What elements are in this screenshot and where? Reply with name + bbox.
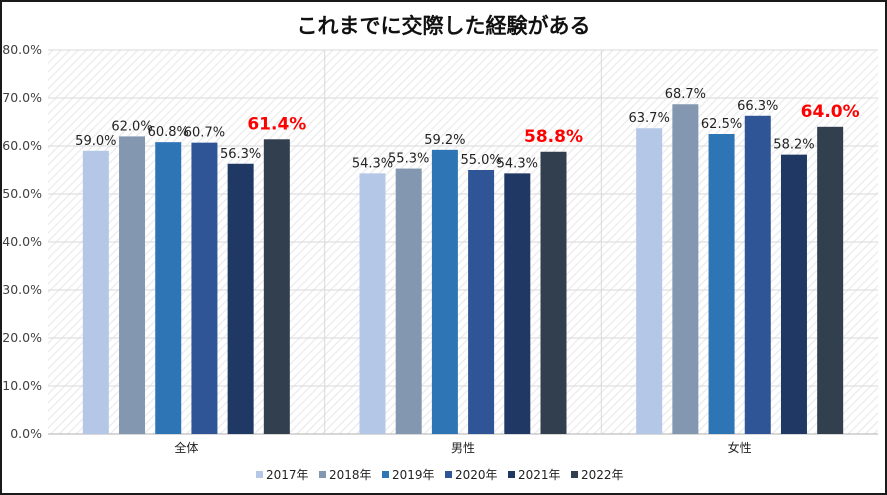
x-tick-label: 全体 [174, 440, 198, 455]
legend-label: 2018年 [329, 468, 372, 482]
data-label: 62.5% [701, 117, 742, 132]
y-tick-label: 40.0% [2, 234, 42, 249]
bar [780, 154, 807, 434]
legend-swatch [508, 471, 515, 478]
bar [359, 173, 386, 435]
bar [155, 142, 182, 434]
data-label: 54.3% [352, 156, 393, 171]
y-tick-label: 30.0% [2, 282, 42, 297]
legend-label: 2022年 [581, 468, 624, 482]
data-label: 58.2% [773, 138, 814, 153]
data-label: 55.0% [460, 153, 501, 168]
data-label: 60.8% [148, 125, 189, 140]
bar [119, 136, 146, 434]
bar [431, 149, 458, 434]
data-label: 66.3% [737, 99, 778, 114]
legend-swatch [256, 471, 263, 478]
data-label: 56.3% [220, 147, 261, 162]
data-label: 63.7% [629, 111, 670, 126]
data-label: 60.7% [184, 126, 225, 141]
data-label: 55.3% [388, 152, 429, 167]
y-tick-label: 60.0% [2, 138, 42, 153]
bar [540, 151, 567, 434]
legend-swatch [319, 471, 326, 478]
data-label: 61.4% [247, 114, 306, 134]
bar [82, 150, 109, 435]
y-tick-label: 70.0% [2, 90, 42, 105]
legend-swatch [445, 471, 452, 478]
chart-title: これまでに交際した経験がある [296, 14, 591, 38]
bar [672, 104, 699, 435]
data-label: 64.0% [801, 102, 860, 122]
data-label: 59.0% [75, 134, 116, 149]
legend-label: 2019年 [392, 468, 435, 482]
data-label: 59.2% [424, 133, 465, 148]
data-label: 58.8% [524, 127, 583, 147]
y-tick-label: 0.0% [10, 426, 42, 441]
bar [191, 142, 218, 434]
bar [395, 168, 422, 434]
x-tick-label: 女性 [728, 440, 752, 455]
legend-swatch [571, 471, 578, 478]
legend-swatch [382, 471, 389, 478]
bar [817, 126, 844, 435]
bar [468, 170, 495, 434]
data-label: 62.0% [111, 119, 152, 134]
data-label: 54.3% [497, 156, 538, 171]
bar [227, 163, 254, 434]
bar [636, 128, 663, 435]
bar [708, 134, 735, 434]
bar [504, 173, 531, 435]
bar [744, 115, 771, 434]
legend-label: 2021年 [518, 468, 561, 482]
data-label: 68.7% [665, 87, 706, 102]
y-tick-label: 10.0% [2, 378, 42, 393]
y-tick-label: 20.0% [2, 330, 42, 345]
x-tick-label: 男性 [451, 441, 475, 455]
bar [263, 139, 290, 434]
y-tick-label: 80.0% [2, 42, 42, 57]
legend-label: 2020年 [455, 468, 498, 482]
legend-label: 2017年 [266, 468, 309, 482]
y-tick-label: 50.0% [2, 186, 42, 201]
